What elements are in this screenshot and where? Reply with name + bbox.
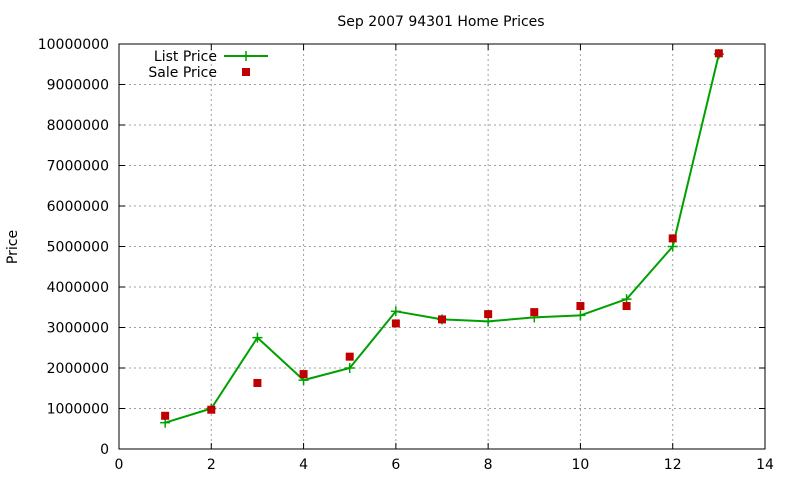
x-tick-label: 10 — [572, 457, 590, 473]
legend-item-sale-price: Sale Price — [148, 65, 250, 81]
legend-square-marker — [242, 68, 250, 76]
y-tick-label: 9000000 — [47, 78, 109, 94]
y-tick-label: 0 — [100, 442, 109, 458]
list-price-series — [160, 49, 724, 428]
sale-price-point — [207, 405, 216, 414]
sale-price-series — [161, 49, 723, 420]
y-axis-ticks: 0 1000000 2000000 3000000 4000000 5000000 6000… — [38, 37, 765, 458]
sale-price-point — [161, 411, 170, 420]
y-tick-label: 6000000 — [47, 199, 109, 215]
legend-plus-marker — [241, 51, 251, 61]
x-tick-label: 14 — [756, 457, 774, 473]
series-group — [160, 49, 724, 428]
list-price-point — [344, 363, 355, 373]
y-tick-label: 8000000 — [47, 118, 109, 134]
list-price-line — [164, 53, 720, 424]
sale-price-point — [391, 319, 400, 328]
x-tick-label: 0 — [115, 457, 124, 473]
y-tick-label: 7000000 — [47, 159, 109, 175]
sale-price-point — [622, 302, 631, 311]
list-price-point — [575, 310, 586, 321]
legend-label: Sale Price — [148, 65, 217, 81]
y-axis-title: Price — [5, 230, 21, 264]
list-price-point — [252, 332, 263, 343]
x-tick-label: 2 — [207, 457, 216, 473]
sale-price-point — [484, 310, 493, 319]
sale-price-point — [668, 234, 677, 243]
sale-price-point — [345, 352, 354, 361]
sale-price-point — [530, 308, 539, 317]
y-tick-label: 2000000 — [47, 361, 109, 377]
legend-label: List Price — [154, 49, 217, 65]
x-tick-label: 4 — [299, 457, 308, 473]
sale-price-point — [253, 378, 262, 387]
x-tick-label: 8 — [484, 457, 493, 473]
y-tick-label: 4000000 — [47, 280, 109, 296]
chart-title: Sep 2007 94301 Home Prices — [337, 14, 544, 30]
sale-price-point — [438, 315, 446, 324]
x-tick-label: 6 — [391, 457, 400, 473]
y-tick-label: 3000000 — [47, 321, 109, 337]
y-tick-label: 5000000 — [47, 240, 109, 256]
sale-price-point — [576, 302, 585, 311]
x-tick-label: 12 — [664, 457, 682, 473]
list-price-point — [667, 241, 678, 252]
y-tick-label: 10000000 — [38, 37, 109, 53]
list-price-point — [390, 306, 401, 317]
y-tick-label: 1000000 — [47, 402, 109, 418]
sale-price-point — [299, 370, 308, 379]
sale-price-point — [714, 49, 723, 58]
legend-item-list-price: List Price — [154, 49, 268, 65]
plot-border — [118, 43, 766, 450]
